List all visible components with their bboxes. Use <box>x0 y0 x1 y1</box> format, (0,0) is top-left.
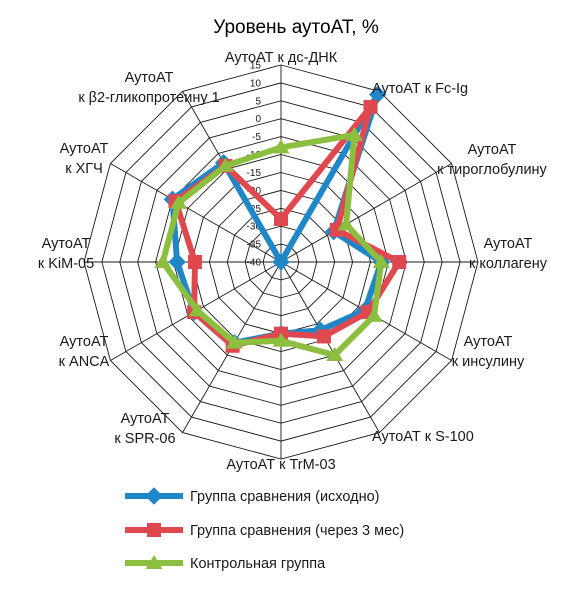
axis-label: АутоАТ к инсулину <box>452 334 525 370</box>
tick-label: -40 <box>247 258 262 269</box>
legend-marker <box>145 555 163 569</box>
axis-label: АутоАТ к SPR-06 <box>114 411 175 447</box>
data-point <box>326 347 344 362</box>
series-layer <box>154 85 407 362</box>
axis-label: АутоАТ к β2-гликопротеину 1 <box>78 70 219 106</box>
legend-label: Группа сравнения (исходно) <box>190 489 380 505</box>
legend-label: Контрольная группа <box>190 556 326 572</box>
axis-label-line: АутоАТ <box>468 142 517 158</box>
axis-label-line: к ХГЧ <box>65 161 103 177</box>
axis-label-line: АутоАТ <box>42 236 91 252</box>
axis-label-line: АутоАТ <box>125 70 174 86</box>
axis-label-line: к KiM-05 <box>38 256 94 272</box>
legend-entry: Контрольная группа <box>125 555 326 572</box>
data-point <box>392 255 407 269</box>
legend-entry: Группа сравнения (исходно) <box>125 487 380 505</box>
data-point <box>272 253 290 271</box>
legend-entry: Группа сравнения (через 3 мес) <box>125 523 404 539</box>
axis-label-line: АутоАТ <box>121 411 170 427</box>
grid-spoke <box>280 261 380 433</box>
data-point <box>170 194 188 209</box>
tick-label: -15 <box>247 168 262 179</box>
data-point <box>337 216 355 231</box>
axis-labels: АутоАТ к дс-ДНК АутоАТ к Fc-Ig АутоАТ к тир… <box>38 50 548 473</box>
axis-label: АутоАТ к Fc-Ig <box>372 81 468 97</box>
data-point <box>272 332 290 347</box>
axis-label: АутоАТ к ХГЧ <box>60 141 109 177</box>
data-point <box>345 126 363 141</box>
grid-spoke <box>110 163 282 263</box>
axis-label: АутоАТ к ANCA <box>59 334 110 370</box>
axis-label-line: АутоАТ <box>60 141 109 157</box>
tick-label: 15 <box>250 61 262 72</box>
data-point <box>365 307 383 322</box>
tick-label: 0 <box>255 114 261 125</box>
data-point <box>216 157 234 172</box>
data-point <box>274 212 288 227</box>
axis-label-line: к ANCA <box>59 354 110 370</box>
legend: Группа сравнения (исходно) Группа сравнен… <box>125 487 404 572</box>
axis-label-line: АутоАТ <box>464 334 513 350</box>
tick-label: 10 <box>250 78 262 89</box>
axis-label-line: к β2-гликопротеину 1 <box>78 90 219 106</box>
data-point <box>369 85 387 104</box>
legend-label: Группа сравнения (через 3 мес) <box>190 523 404 539</box>
tick-label: 5 <box>255 96 261 107</box>
data-point <box>154 254 172 268</box>
legend-marker <box>147 523 161 537</box>
axis-label: АутоАТ к коллагену <box>469 236 548 272</box>
chart-title: Уровень аутоАТ, % <box>213 17 379 38</box>
data-point <box>363 99 378 114</box>
data-point <box>225 334 243 349</box>
legend-marker <box>145 487 163 505</box>
axis-label-line: АутоАТ к Fc-Ig <box>372 81 468 97</box>
data-point <box>168 253 186 271</box>
axis-label-line: к SPR-06 <box>114 431 175 447</box>
axis-label: АутоАТ к S-100 <box>372 429 474 445</box>
data-point <box>272 139 290 154</box>
axis-label-line: к коллагену <box>469 256 548 272</box>
axis-label-line: АутоАТ к TrM-03 <box>226 457 335 473</box>
data-point <box>188 302 206 317</box>
axis-label-line: к тироглобулину <box>437 162 547 178</box>
tick-label: -5 <box>252 132 261 143</box>
axis-label: АутоАТ к тироглобулину <box>437 142 547 178</box>
axis-label-line: АутоАТ <box>60 334 109 350</box>
axis-label: АутоАТ к TrM-03 <box>226 457 335 473</box>
axis-label: АутоАТ к дс-ДНК <box>225 50 338 66</box>
tick-label: -35 <box>247 240 262 251</box>
data-point <box>316 329 331 344</box>
data-point <box>372 254 390 268</box>
data-point <box>188 255 203 269</box>
axis-label: АутоАТ к KiM-05 <box>38 236 94 272</box>
axis-label-line: АутоАТ <box>484 236 533 252</box>
axis-label-line: АутоАТ к дс-ДНК <box>225 50 338 66</box>
tick-label: -30 <box>247 222 262 233</box>
axis-label-line: к инсулину <box>452 354 525 370</box>
grid-spoke <box>280 163 452 263</box>
series-3 <box>154 126 390 362</box>
axis-label-line: АутоАТ к S-100 <box>372 429 474 445</box>
